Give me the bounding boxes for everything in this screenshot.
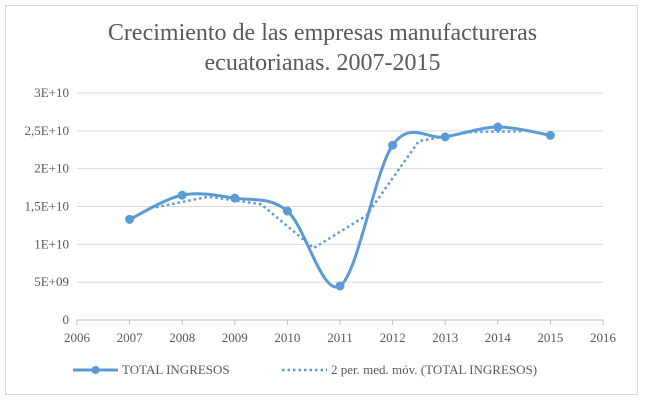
chart-frame [5,5,638,395]
y-tick-label-1: 5E+09 [34,274,69,289]
y-tick-label-0: 0 [63,312,70,327]
chart-title-line-2: ecuatorianas. 2007-2015 [204,50,441,76]
series-0-point-2007 [125,214,135,224]
series-0-point-2012 [388,140,398,150]
x-tick-label-10: 2016 [590,330,617,345]
x-tick-label-2: 2008 [169,330,195,345]
y-tick-label-2: 1E+10 [34,236,69,251]
legend-label-0: TOTAL INGRESOS [122,362,230,377]
series-0-point-2014 [493,122,503,132]
x-tick-label-5: 2011 [327,330,353,345]
legend-label-1: 2 per. med. móv. (TOTAL INGRESOS) [331,362,537,377]
chart-title-line-1: Crecimiento de las empresas manufacturer… [107,20,538,46]
x-tick-label-3: 2009 [222,330,248,345]
series-1-line [155,129,525,250]
chart-title: Crecimiento de las empresas manufacturer… [0,18,645,78]
y-tick-label-4: 2E+10 [34,161,69,176]
x-tick-label-6: 2012 [380,330,406,345]
series-0-point-2010 [282,206,292,216]
x-tick-label-4: 2010 [274,330,300,345]
x-tick-label-1: 2007 [117,330,144,345]
legend-marker-0 [91,366,100,374]
series-0-point-2011 [335,281,345,291]
series-0-line [128,125,552,289]
x-tick-label-7: 2013 [432,330,458,345]
x-tick-label-8: 2014 [485,330,512,345]
x-tick-label-0: 2006 [64,330,91,345]
series-0-point-2015 [545,130,555,140]
y-tick-label-6: 3E+10 [34,85,69,100]
series-0-point-2008 [177,190,187,200]
x-tick-label-9: 2015 [537,330,563,345]
y-tick-label-5: 2,5E+10 [24,123,69,138]
y-tick-label-3: 1,5E+10 [24,199,69,214]
